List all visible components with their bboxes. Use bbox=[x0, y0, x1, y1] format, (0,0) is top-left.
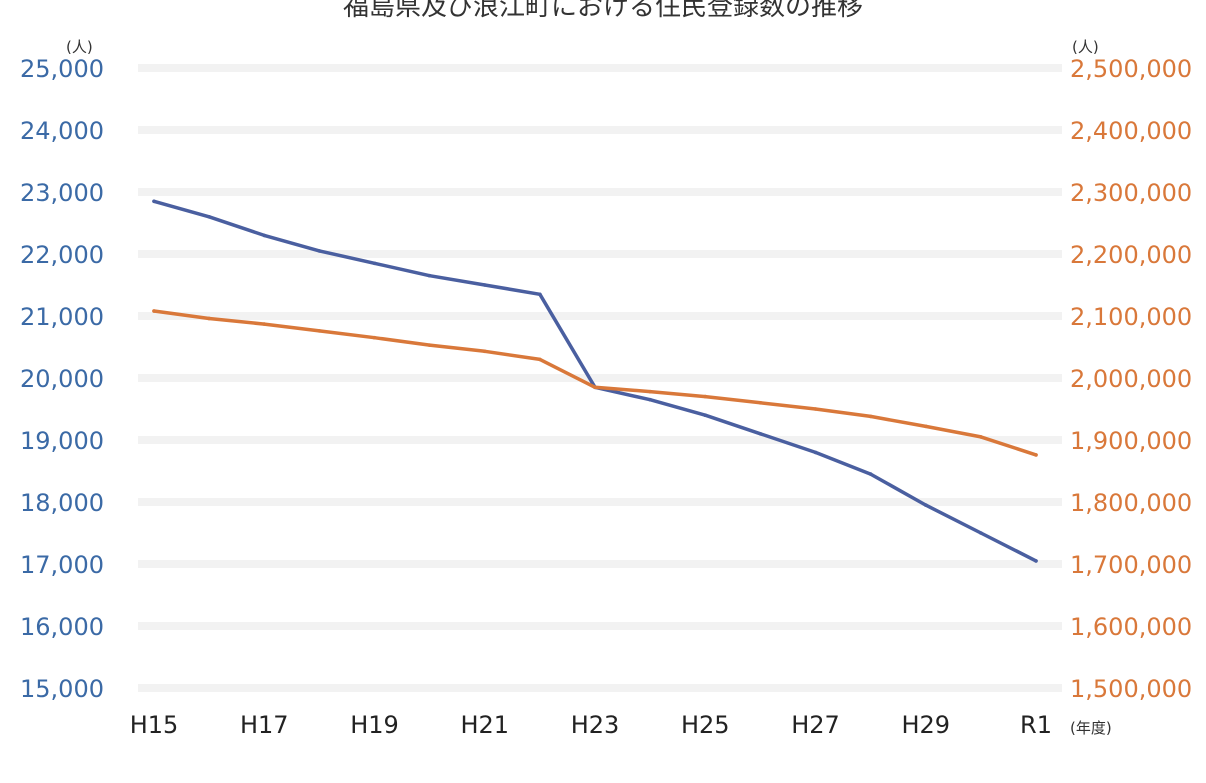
series-line-fukushima bbox=[152, 309, 1038, 457]
right-y-tick-label: 2,200,000 bbox=[1070, 241, 1192, 269]
data-point bbox=[703, 394, 708, 399]
right-y-tick-label: 1,600,000 bbox=[1070, 613, 1192, 641]
left-y-tick-label: 25,000 bbox=[20, 55, 104, 83]
right-y-tick-label: 1,900,000 bbox=[1070, 427, 1192, 455]
data-point bbox=[758, 432, 763, 436]
data-point bbox=[372, 335, 377, 340]
data-point bbox=[262, 322, 267, 326]
data-point bbox=[703, 413, 708, 418]
data-point bbox=[372, 261, 377, 266]
x-axis: H15 H17 H19 H21 H23 H25 H27 H29 R1 bbox=[130, 711, 1052, 739]
right-y-tick-label: 2,400,000 bbox=[1070, 117, 1192, 145]
data-point bbox=[262, 233, 267, 238]
data-point bbox=[648, 389, 652, 394]
series-lines bbox=[152, 199, 1038, 563]
data-point bbox=[482, 283, 487, 287]
data-point bbox=[538, 357, 542, 362]
data-point bbox=[868, 414, 873, 419]
data-point bbox=[207, 316, 211, 321]
right-y-tick-label: 1,700,000 bbox=[1070, 551, 1192, 579]
right-y-tick-label: 1,500,000 bbox=[1070, 675, 1192, 703]
left-y-tick-label: 16,000 bbox=[20, 613, 104, 641]
data-point bbox=[317, 329, 322, 333]
data-point bbox=[317, 249, 322, 253]
right-y-tick-label: 2,500,000 bbox=[1070, 55, 1192, 83]
x-axis-unit: (年度) bbox=[1070, 719, 1112, 737]
left-y-tick-label: 17,000 bbox=[20, 551, 104, 579]
left-y-tick-label: 18,000 bbox=[20, 489, 104, 517]
data-point bbox=[482, 349, 487, 354]
x-tick-label: H17 bbox=[240, 711, 289, 739]
x-tick-label: H21 bbox=[460, 711, 509, 739]
left-y-tick-label: 21,000 bbox=[20, 303, 104, 331]
x-tick-label: R1 bbox=[1020, 711, 1052, 739]
chart-title: 福島県及び浪江町における住民登録数の推移 bbox=[342, 0, 863, 22]
data-point bbox=[979, 531, 983, 535]
x-tick-label: H19 bbox=[350, 711, 399, 739]
data-point bbox=[427, 343, 432, 347]
data-point bbox=[923, 424, 928, 429]
data-point bbox=[207, 215, 211, 219]
right-y-axis: 1,500,000 1,600,000 1,700,000 1,800,000 1,90… bbox=[1070, 55, 1192, 703]
data-point bbox=[152, 199, 156, 204]
left-y-tick-label: 22,000 bbox=[20, 241, 104, 269]
left-y-tick-label: 23,000 bbox=[20, 179, 104, 207]
left-y-tick-label: 19,000 bbox=[20, 427, 104, 455]
left-y-tick-label: 15,000 bbox=[20, 675, 104, 703]
gridlines bbox=[138, 64, 1062, 692]
data-point bbox=[593, 385, 597, 390]
x-tick-label: H29 bbox=[901, 711, 950, 739]
data-point bbox=[923, 503, 928, 507]
right-y-tick-label: 2,300,000 bbox=[1070, 179, 1192, 207]
right-y-tick-label: 2,100,000 bbox=[1070, 303, 1192, 331]
right-y-tick-label: 2,000,000 bbox=[1070, 365, 1192, 393]
data-point bbox=[868, 472, 873, 476]
data-point bbox=[1034, 559, 1038, 563]
data-point bbox=[758, 401, 763, 405]
data-point bbox=[648, 397, 652, 402]
x-tick-label: H15 bbox=[130, 711, 179, 739]
data-point bbox=[813, 450, 818, 455]
data-point bbox=[1034, 453, 1038, 457]
data-point bbox=[538, 292, 542, 297]
x-tick-label: H27 bbox=[791, 711, 840, 739]
left-y-tick-label: 20,000 bbox=[20, 365, 104, 393]
left-y-axis: 15,000 16,000 17,000 18,000 19,000 20,000 21,0… bbox=[20, 55, 104, 703]
x-tick-label: H25 bbox=[681, 711, 730, 739]
data-point bbox=[979, 435, 983, 439]
left-axis-unit: (人) bbox=[66, 38, 93, 56]
data-point bbox=[427, 273, 432, 278]
right-axis-unit: (人) bbox=[1072, 38, 1099, 56]
left-y-tick-label: 24,000 bbox=[20, 117, 104, 145]
data-point bbox=[813, 407, 818, 411]
x-tick-label: H23 bbox=[571, 711, 620, 739]
right-y-tick-label: 1,800,000 bbox=[1070, 489, 1192, 517]
data-point bbox=[152, 309, 156, 313]
